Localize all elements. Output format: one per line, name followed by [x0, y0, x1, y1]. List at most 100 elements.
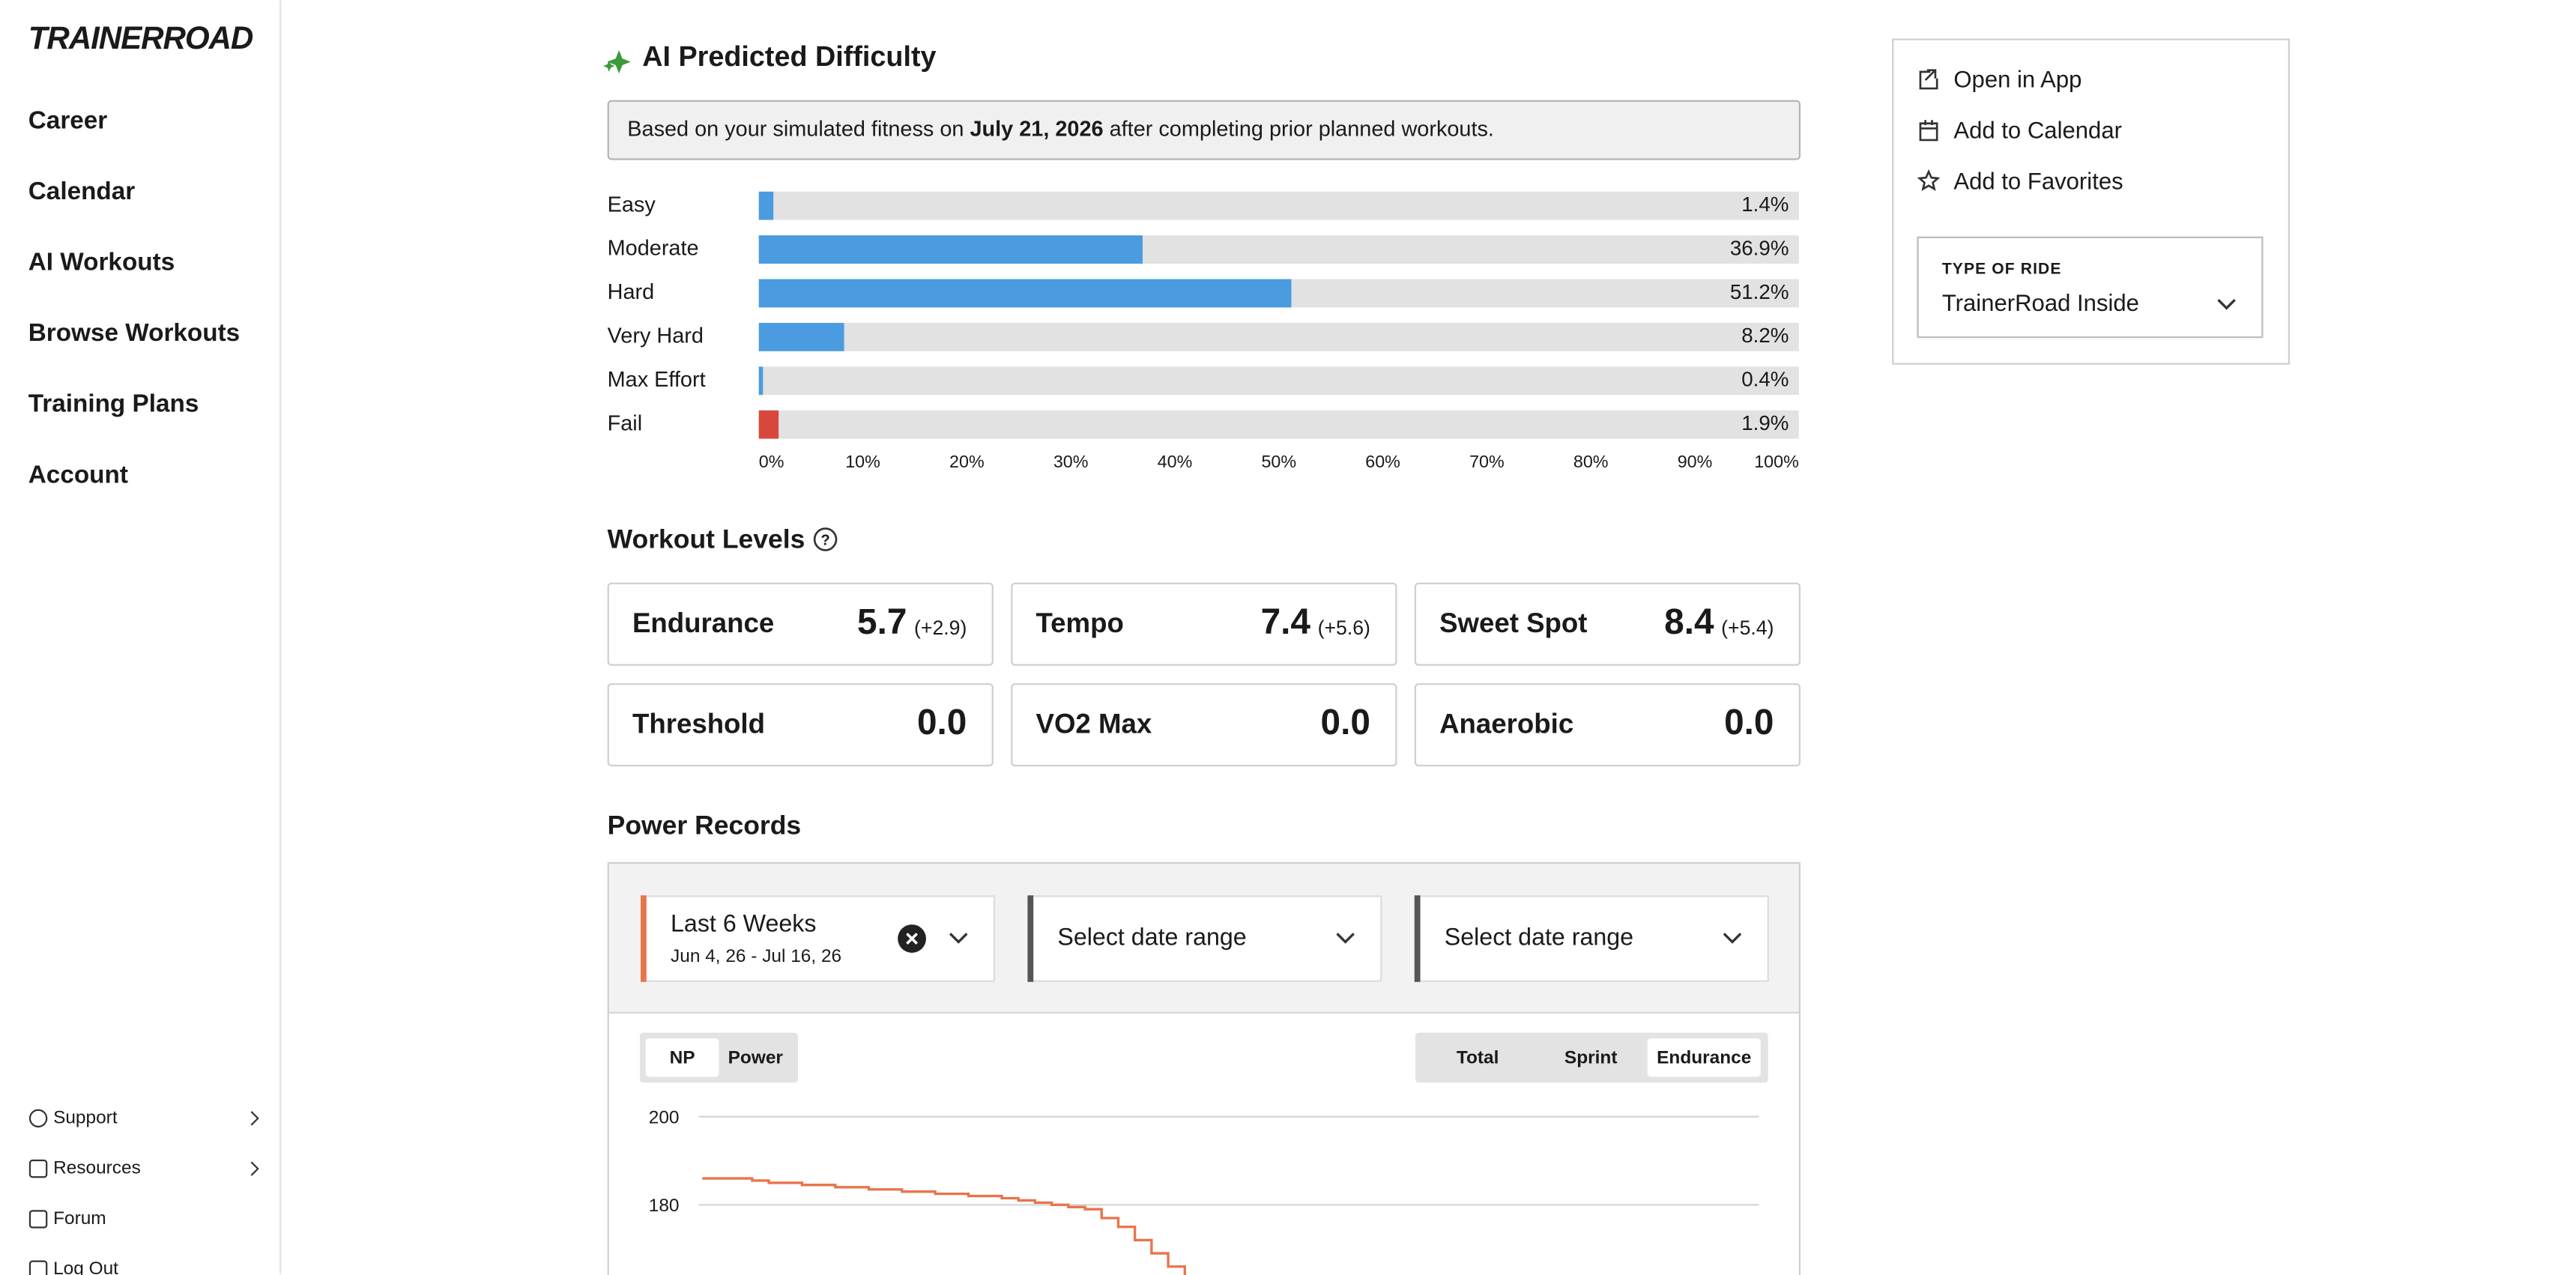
tab-active [1647, 1038, 1761, 1077]
action[interactable]: Open in App [1953, 66, 2081, 92]
level-card [607, 582, 994, 666]
footer-item[interactable]: Log Out [53, 1259, 118, 1275]
chevron [250, 1161, 259, 1176]
range-accent [1027, 895, 1034, 982]
range-label: Select date range [1057, 923, 1246, 950]
action[interactable]: Add to Calendar [1953, 118, 2122, 144]
help-icon[interactable] [813, 527, 838, 551]
level-value: 5.7 [857, 602, 907, 642]
bar [758, 410, 779, 439]
x-tick-label: 80% [1573, 452, 1609, 471]
tab[interactable]: Total [1457, 1047, 1499, 1067]
bar-label: Very Hard [608, 324, 704, 348]
bar [758, 366, 764, 396]
nav-item[interactable]: Account [28, 461, 128, 488]
level-change: (+5.6) [1318, 617, 1370, 639]
help-icon-mark: ? [820, 532, 829, 548]
level-card [1414, 683, 1801, 767]
nav-item[interactable]: Calendar [28, 178, 136, 205]
value-label: 1.9% [1741, 411, 1789, 434]
value-label: 36.9% [1730, 236, 1789, 259]
action[interactable]: Add to Favorites [1953, 169, 2123, 195]
sparkle-icon [603, 50, 631, 74]
range-accent [1414, 895, 1421, 982]
footer-item[interactable]: Resources [53, 1158, 141, 1178]
level-value: 7.4 [1261, 602, 1311, 642]
range-accent [641, 895, 647, 982]
level-card [1414, 582, 1801, 666]
nav-item[interactable]: Career [28, 106, 108, 134]
level-name: Endurance [632, 608, 774, 638]
nav-item[interactable]: Training Plans [28, 390, 199, 418]
level-value: 0.0 [1724, 703, 1774, 742]
level-value: 0.0 [1321, 703, 1370, 742]
tab[interactable]: Endurance [1657, 1047, 1751, 1067]
x-tick-label: 50% [1261, 452, 1296, 471]
value-label: 8.2% [1741, 324, 1789, 347]
logo[interactable]: TRAINERROAD [28, 20, 254, 55]
x-tick-label: 70% [1469, 452, 1505, 471]
bar [758, 191, 774, 220]
ride-select[interactable] [1917, 236, 2264, 339]
toggle[interactable]: Power [728, 1047, 784, 1067]
value-label: 1.4% [1741, 193, 1789, 216]
select-label: TYPE OF RIDE [1942, 261, 2062, 278]
bar-track [758, 366, 1799, 396]
level-name: Threshold [632, 708, 765, 739]
bar-track [758, 323, 1799, 351]
clear-x [906, 933, 918, 945]
x-tick-label: 20% [949, 452, 985, 471]
level-card [607, 683, 994, 767]
range-label: Last 6 Weeks [671, 910, 816, 937]
level-name: VO2 Max [1036, 708, 1152, 739]
note-text: after completing prior planned workouts. [1104, 117, 1494, 141]
level-name: Anaerobic [1439, 708, 1573, 739]
chevron [1723, 933, 1742, 944]
power-curve [702, 1177, 1186, 1275]
y-tick-label: 180 [649, 1196, 680, 1216]
bar-track [758, 410, 1799, 439]
section-title: Power Records [608, 811, 802, 841]
x-tick-label: 10% [845, 452, 880, 471]
note-box [607, 100, 1801, 160]
bar-label: Hard [608, 280, 655, 304]
nav-item[interactable]: Browse Workouts [28, 319, 240, 347]
level-change: (+2.9) [914, 617, 967, 639]
bar-track [758, 191, 1799, 220]
bar [758, 323, 844, 351]
x-tick-label: 90% [1678, 452, 1713, 471]
level-name: Sweet Spot [1439, 608, 1587, 638]
value-label: 0.4% [1741, 368, 1789, 391]
range-select[interactable] [1027, 895, 1382, 982]
level-change: (+5.4) [1721, 617, 1774, 639]
section-title: Workout Levels [608, 524, 805, 554]
bar-label: Max Effort [608, 368, 706, 392]
nav-item[interactable]: AI Workouts [28, 249, 175, 276]
select-value: TrainerRoad Inside [1942, 290, 2139, 316]
footer-icon [28, 1109, 48, 1128]
footer-icon [28, 1159, 48, 1178]
x-tick-label: 100% [1754, 452, 1799, 471]
note-date: July 21, 2026 [970, 117, 1103, 141]
bar [758, 279, 1292, 308]
footer-icon [28, 1260, 48, 1275]
toggle[interactable]: NP [670, 1047, 695, 1067]
tab[interactable]: Sprint [1564, 1047, 1618, 1067]
x-tick-label: 0% [759, 452, 784, 471]
x-tick-label: 40% [1158, 452, 1193, 471]
range-dates: Jun 4, 26 - Jul 16, 26 [671, 946, 841, 966]
toggle-active [645, 1038, 719, 1077]
bar-label: Moderate [608, 237, 699, 261]
range-label: Select date range [1445, 923, 1633, 950]
star-icon [1917, 169, 1941, 191]
value-label: 51.2% [1730, 280, 1789, 303]
level-value: 8.4 [1664, 602, 1714, 642]
footer-item[interactable]: Support [53, 1107, 118, 1127]
range-select[interactable] [641, 895, 996, 982]
footer-item[interactable]: Forum [53, 1208, 106, 1229]
bar [758, 235, 1143, 264]
note-text: Based on your simulated fitness on [627, 117, 970, 141]
external-icon [1919, 69, 1938, 90]
